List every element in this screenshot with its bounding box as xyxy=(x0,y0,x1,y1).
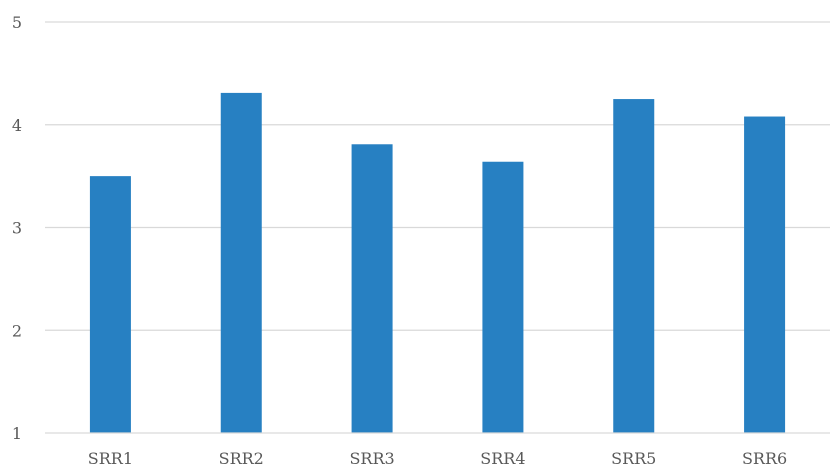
bar-srr3 xyxy=(351,144,393,433)
y-tick-label: 1 xyxy=(12,424,22,443)
gridlines xyxy=(45,21,830,331)
x-tick-label: SRR3 xyxy=(349,449,394,468)
bar-srr5 xyxy=(613,99,655,433)
x-tick-label: SRR4 xyxy=(480,449,525,468)
x-tick-label: SRR5 xyxy=(611,449,656,468)
bar-srr4 xyxy=(482,161,524,434)
bar-srr2 xyxy=(220,92,262,434)
x-tick-label: SRR2 xyxy=(219,449,264,468)
y-tick-label: 5 xyxy=(12,13,22,32)
y-axis-ticks: 1 2 3 4 5 xyxy=(12,13,22,443)
bars xyxy=(89,92,786,434)
x-tick-label: SRR6 xyxy=(742,449,787,468)
y-tick-label: 4 xyxy=(12,116,22,135)
bar-srr1 xyxy=(89,176,131,433)
y-tick-label: 3 xyxy=(12,219,22,238)
x-tick-label: SRR1 xyxy=(88,449,133,468)
bar-srr6 xyxy=(744,116,786,433)
x-axis-ticks: SRR1 SRR2 SRR3 SRR4 SRR5 SRR6 xyxy=(88,449,787,468)
y-tick-label: 2 xyxy=(12,321,22,340)
